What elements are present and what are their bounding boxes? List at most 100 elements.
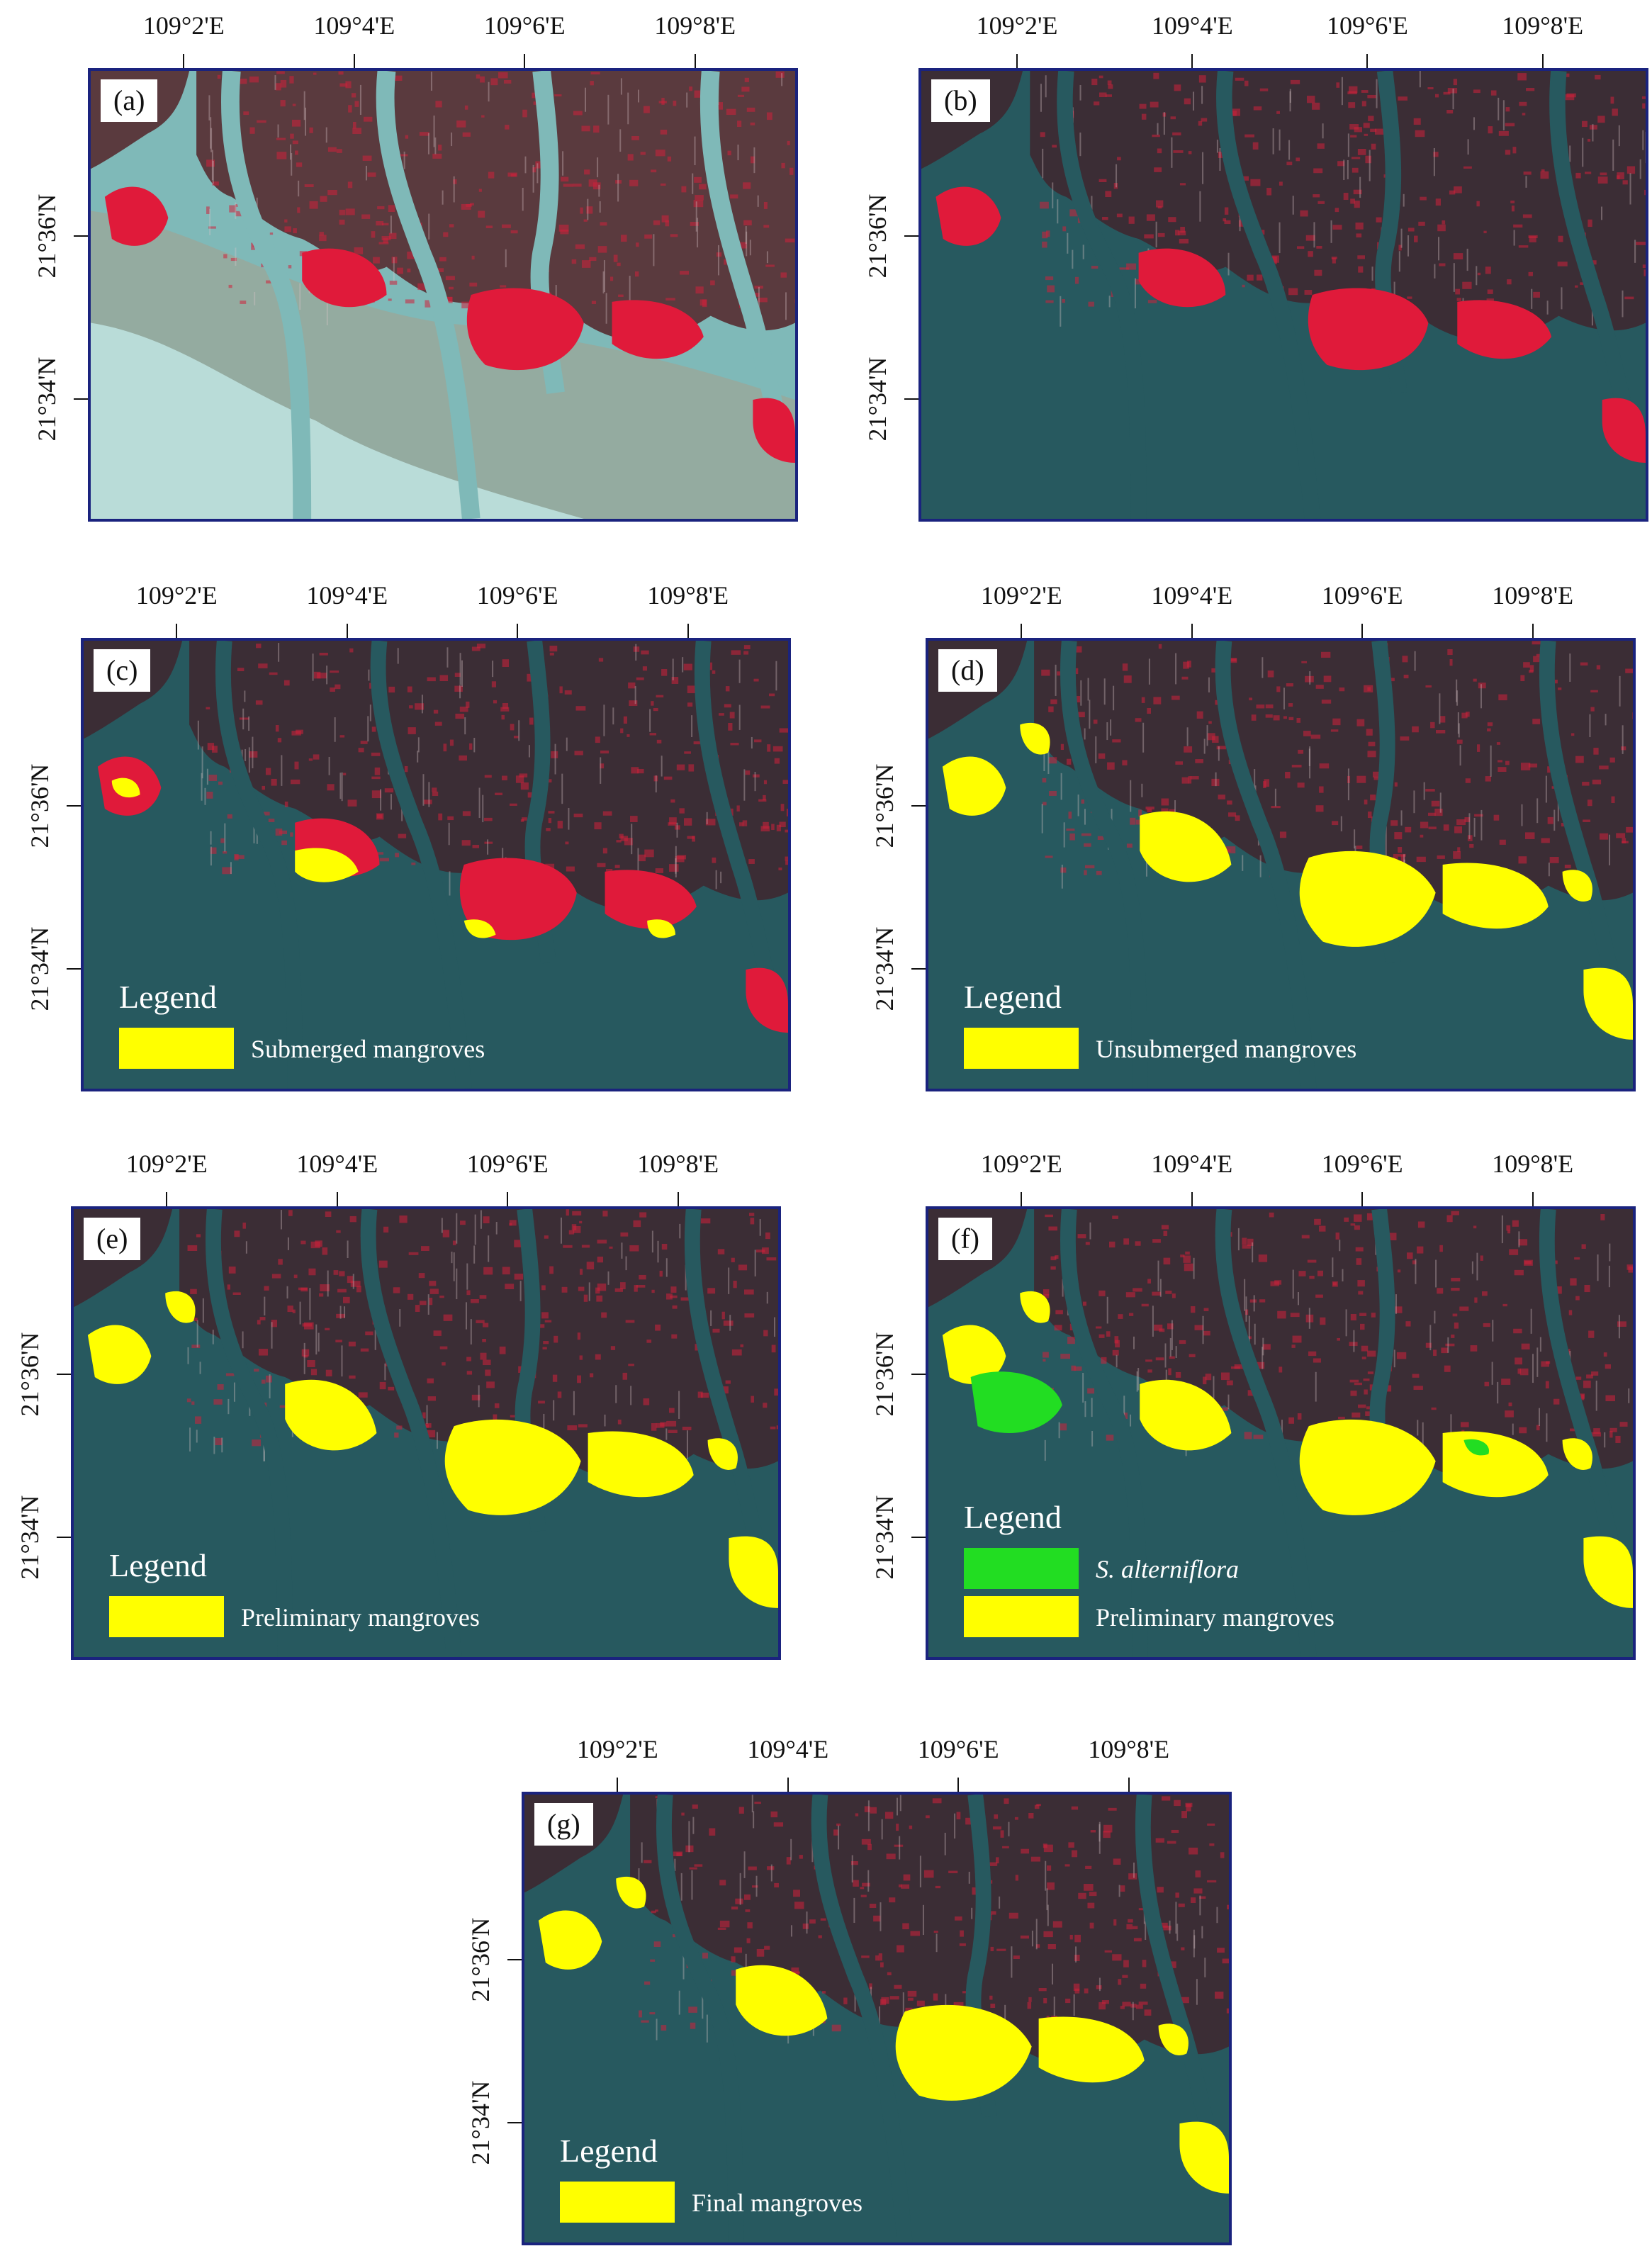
- river-channel: [694, 641, 782, 1007]
- panel-label: (b): [931, 79, 990, 122]
- river-channel: [215, 641, 303, 1089]
- mangrove-area: [1138, 248, 1226, 308]
- lon-tick-mark: [176, 624, 178, 638]
- preliminary-mangrove-area: [1020, 1291, 1050, 1323]
- urban-land-area: [1034, 1209, 1633, 1479]
- preliminary-mangrove-area: [444, 1419, 581, 1515]
- legend-item-label: Submerged mangroves: [251, 1035, 485, 1063]
- lon-tick-label: 109°6'E: [1327, 11, 1408, 40]
- lon-tick-mark: [1361, 624, 1364, 638]
- lon-tick-label: 109°8'E: [1088, 1735, 1170, 1763]
- unsubmerged-mangrove-area: [1140, 811, 1232, 882]
- satellite-image: [928, 641, 1633, 1089]
- lon-tick-label: 109°2'E: [980, 581, 1062, 610]
- lat-tick-label: 21°36'N: [26, 763, 54, 848]
- satellite-image: [921, 71, 1646, 519]
- lon-tick-label: 109°8'E: [1492, 1150, 1574, 1178]
- river-channel: [684, 1209, 772, 1576]
- river-channel: [699, 71, 790, 437]
- lon-tick-label: 109°2'E: [976, 11, 1058, 40]
- panel-label: (a): [101, 79, 158, 122]
- mangrove-area: [753, 398, 795, 463]
- lat-tick-mark: [507, 1958, 522, 1960]
- legend-swatch: [560, 2182, 675, 2223]
- lon-tick-mark: [1541, 54, 1544, 68]
- panel-label: (e): [84, 1218, 141, 1260]
- legend-swatch: [964, 1596, 1079, 1637]
- final-mangrove-area: [1179, 2121, 1229, 2194]
- preliminary-mangrove-area: [87, 1325, 152, 1384]
- river-channel: [1539, 641, 1626, 1007]
- lat-tick-mark: [911, 1537, 926, 1539]
- preliminary-mangrove-area: [942, 1325, 1006, 1384]
- mangrove-area: [459, 858, 577, 941]
- lat-tick-mark: [67, 804, 81, 807]
- lon-tick-mark: [524, 54, 526, 68]
- lon-tick-label: 109°8'E: [647, 581, 729, 610]
- river-channel: [360, 1209, 462, 1657]
- river-channel: [220, 71, 312, 519]
- river-channel: [1549, 71, 1639, 437]
- lon-tick-mark: [617, 1778, 619, 1792]
- shallow-water-area: [91, 322, 584, 519]
- lat-tick-label: 21°36'N: [863, 193, 892, 279]
- lon-tick-label: 109°4'E: [1151, 1150, 1233, 1178]
- mangrove-area: [605, 870, 697, 929]
- preliminary-mangrove-area: [729, 1536, 778, 1608]
- final-mangrove-area: [616, 1876, 646, 1909]
- lon-tick-label: 109°2'E: [980, 1150, 1062, 1178]
- lat-tick-label: 21°34'N: [16, 1495, 44, 1580]
- lon-tick-label: 109°4'E: [1151, 11, 1233, 40]
- urban-land-area: [179, 1209, 778, 1479]
- satellite-image: [74, 1209, 778, 1657]
- lon-tick-label: 109°6'E: [483, 11, 566, 40]
- satellite-image: [524, 1795, 1229, 2242]
- vegetation-texture: [206, 71, 795, 325]
- lon-tick-mark: [353, 54, 355, 68]
- mangrove-area: [1457, 300, 1552, 359]
- lon-tick-label: 109°2'E: [142, 11, 225, 40]
- river-channel: [1060, 641, 1148, 1089]
- lat-tick-label: 21°36'N: [466, 1917, 495, 2002]
- lon-tick-mark: [1366, 54, 1369, 68]
- legend-title: Legend: [119, 979, 217, 1015]
- preliminary-mangrove-area: [1562, 1438, 1592, 1470]
- map-frame: (d) Legend Unsubmerged mangroves: [926, 638, 1636, 1091]
- unsubmerged-mangrove-area: [1442, 863, 1549, 929]
- preliminary-mangrove-area: [707, 1438, 738, 1470]
- river-channel: [1215, 641, 1317, 1089]
- legend-item-label: S. alterniflora: [1096, 1555, 1240, 1583]
- spartina-area: [970, 1371, 1062, 1433]
- lon-tick-mark: [677, 1192, 679, 1206]
- lon-tick-label: 109°4'E: [306, 581, 388, 610]
- lon-tick-label: 109°8'E: [1502, 11, 1584, 40]
- lon-tick-label: 109°4'E: [313, 11, 395, 40]
- preliminary-mangrove-area: [165, 1291, 196, 1323]
- urban-land-area: [196, 71, 795, 341]
- mangrove-area: [935, 186, 1001, 246]
- lon-tick-mark: [1021, 1192, 1023, 1206]
- lat-tick-mark: [911, 968, 926, 970]
- legend-swatch: [119, 1028, 234, 1069]
- mangrove-area: [466, 288, 584, 371]
- lat-tick-mark: [57, 1373, 71, 1375]
- lon-tick-mark: [957, 1778, 960, 1792]
- submerged-mangrove-area: [463, 919, 496, 938]
- lon-tick-label: 109°4'E: [747, 1735, 829, 1763]
- legend-swatch: [964, 1548, 1079, 1589]
- lat-tick-label: 21°34'N: [870, 1495, 899, 1580]
- legend-title: Legend: [109, 1547, 207, 1583]
- lat-tick-label: 21°34'N: [26, 926, 54, 1011]
- lon-tick-mark: [183, 54, 185, 68]
- unsubmerged-mangrove-area: [1299, 850, 1436, 947]
- panel-label: (f): [938, 1218, 992, 1260]
- lat-tick-mark: [57, 1537, 71, 1539]
- legend-item-label: Unsubmerged mangroves: [1096, 1035, 1357, 1063]
- panel-label: (g): [534, 1803, 593, 1846]
- preliminary-mangrove-area: [588, 1431, 694, 1498]
- lat-tick-label: 21°34'N: [863, 357, 892, 442]
- lon-tick-mark: [694, 54, 696, 68]
- lat-tick-mark: [74, 398, 88, 400]
- lon-tick-mark: [517, 624, 519, 638]
- lat-tick-mark: [507, 2122, 522, 2124]
